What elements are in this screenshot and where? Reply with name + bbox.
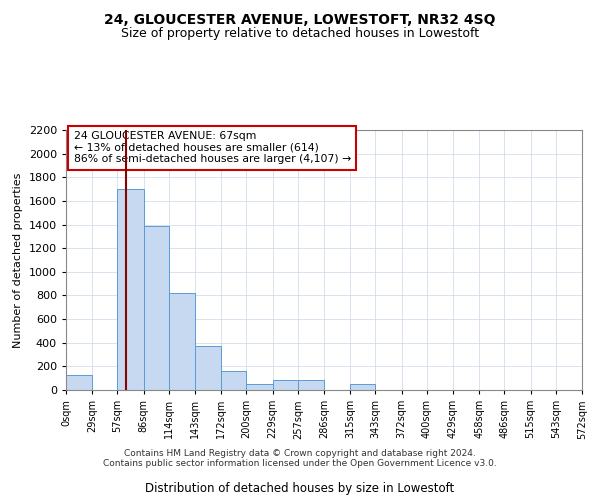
Bar: [169, 293, 195, 390]
Bar: [66, 374, 92, 390]
Bar: [247, 384, 272, 390]
Text: 24, GLOUCESTER AVENUE, LOWESTOFT, NR32 4SQ: 24, GLOUCESTER AVENUE, LOWESTOFT, NR32 4…: [104, 12, 496, 26]
Bar: [272, 380, 298, 390]
Y-axis label: Number of detached properties: Number of detached properties: [13, 172, 23, 348]
Text: 24 GLOUCESTER AVENUE: 67sqm
← 13% of detached houses are smaller (614)
86% of se: 24 GLOUCESTER AVENUE: 67sqm ← 13% of det…: [74, 132, 351, 164]
Bar: [221, 371, 247, 390]
Text: Contains HM Land Registry data © Crown copyright and database right 2024.: Contains HM Land Registry data © Crown c…: [124, 448, 476, 458]
Bar: [350, 384, 376, 390]
Bar: [118, 189, 143, 390]
Text: Distribution of detached houses by size in Lowestoft: Distribution of detached houses by size …: [145, 482, 455, 495]
Bar: [195, 346, 221, 390]
Text: Contains public sector information licensed under the Open Government Licence v3: Contains public sector information licen…: [103, 458, 497, 468]
Bar: [298, 380, 324, 390]
Bar: [143, 226, 169, 390]
Text: Size of property relative to detached houses in Lowestoft: Size of property relative to detached ho…: [121, 28, 479, 40]
